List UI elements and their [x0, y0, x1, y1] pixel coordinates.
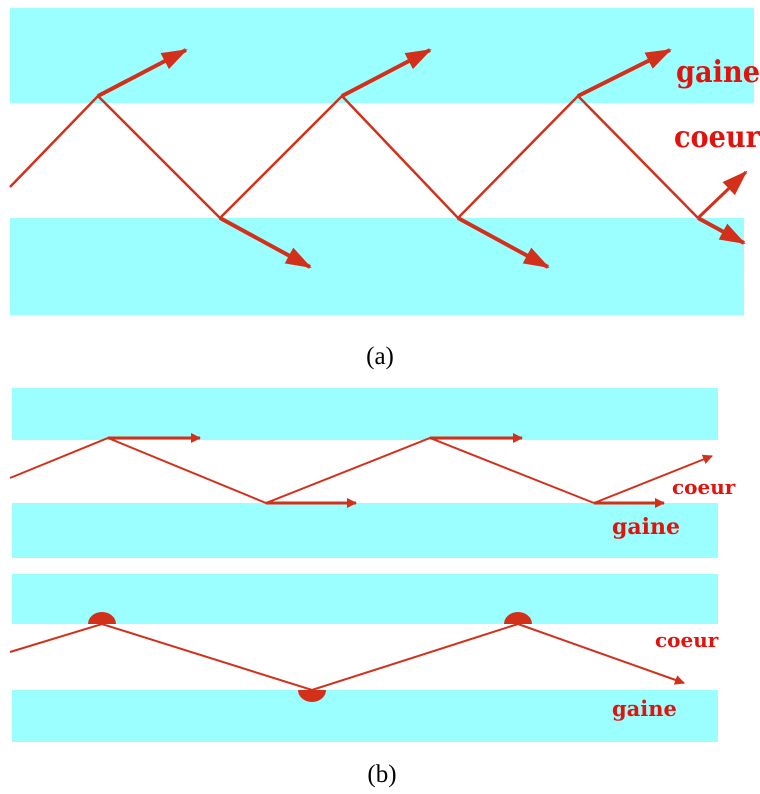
cladding-bottom-band: [10, 218, 744, 315]
cladding-bottom-band: [12, 690, 718, 742]
refracted-ray-arrow: [219, 216, 312, 269]
cladding-top-band: [12, 388, 718, 440]
refracted-ray-arrow: [457, 216, 550, 269]
label-cladding-a: gaine: [676, 55, 760, 90]
caption-a: (a): [366, 343, 394, 370]
panel-a: gaine coeur (a): [9, 8, 760, 370]
reflection-point-dot: [298, 690, 326, 702]
panel-b-graded: coeur gaine (b): [9, 574, 719, 788]
cladding-top-band: [12, 574, 718, 624]
refracted-ray-arrow: [97, 48, 188, 98]
reflection-point-dot: [88, 612, 116, 624]
reflected-ray-arrow: [696, 170, 748, 220]
refracted-ray-arrow: [577, 48, 672, 98]
refracted-ray-arrow: [341, 48, 432, 98]
zigzag-ray: [9, 622, 519, 692]
label-cladding-b-upper: gaine: [612, 514, 680, 540]
label-cladding-b-lower: gaine: [612, 696, 677, 721]
label-core-a: coeur: [674, 120, 760, 155]
exiting-ray-arrow: [517, 623, 685, 685]
caption-b: (b): [367, 761, 396, 788]
reflected-ray-arrow: [593, 454, 713, 504]
label-core-b-lower: coeur: [655, 628, 719, 652]
cladding-top-band: [10, 8, 754, 103]
core-band: [10, 103, 754, 218]
reflection-point-dot: [504, 612, 532, 624]
core-band: [12, 440, 718, 503]
cladding-bottom-band: [12, 503, 718, 558]
refracted-ray-arrow: [697, 216, 746, 245]
label-core-b-upper: coeur: [672, 475, 736, 499]
panel-b-step-index: coeur gaine: [9, 388, 736, 558]
core-band: [12, 624, 718, 690]
